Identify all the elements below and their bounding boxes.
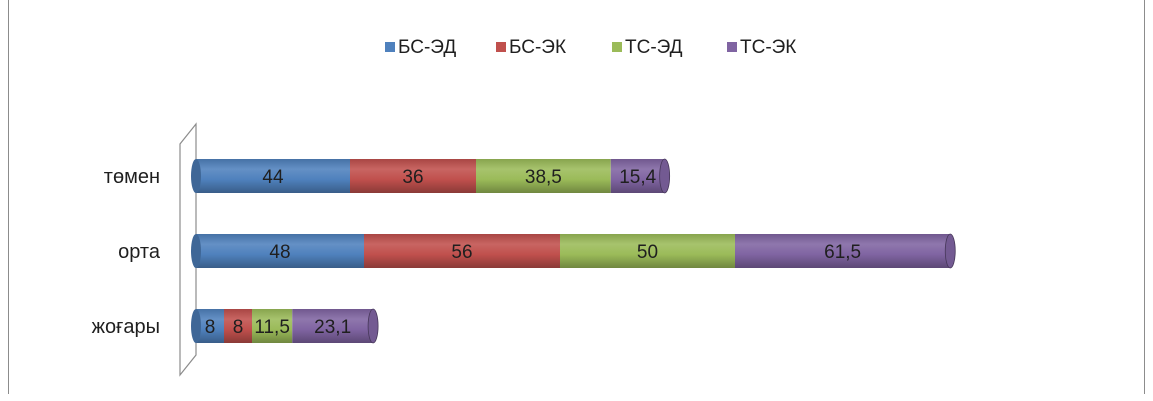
data-label: 23,1 bbox=[314, 317, 351, 338]
legend-label: ТС-ЭК bbox=[740, 37, 796, 58]
bar-segment bbox=[196, 234, 364, 268]
axis-wall bbox=[179, 122, 197, 377]
bar-end-cap bbox=[944, 233, 956, 269]
bar-end-cap bbox=[191, 234, 201, 268]
bar-segment bbox=[292, 309, 374, 343]
data-label: 38,5 bbox=[525, 167, 562, 188]
legend-swatch bbox=[385, 42, 395, 52]
bar-row: 44 36 38,5 15,4 bbox=[191, 158, 671, 194]
data-label: 8 bbox=[205, 317, 216, 338]
legend: БС-ЭД БС-ЭК ТС-ЭД ТС-ЭК bbox=[385, 37, 796, 58]
bar-segment bbox=[610, 159, 665, 193]
legend-swatch bbox=[496, 42, 506, 52]
data-label: 56 bbox=[451, 242, 472, 263]
bar-segment bbox=[735, 234, 951, 268]
bar-end-cap bbox=[191, 159, 201, 193]
category-label: жоғары bbox=[92, 316, 160, 338]
category-label: орта bbox=[118, 241, 161, 263]
data-label: 36 bbox=[402, 167, 423, 188]
data-label: 8 bbox=[233, 317, 244, 338]
bar-segment bbox=[252, 309, 293, 343]
bar-row: 48 56 50 61,5 bbox=[191, 233, 956, 269]
legend-swatch bbox=[612, 42, 622, 52]
bar-segment bbox=[476, 159, 611, 193]
bar-row: 8 8 11,5 23,1 bbox=[191, 308, 379, 344]
bars: 8 8 11,5 23,1 48 56 50 61,5 44 36 38,5 15,4 bbox=[191, 158, 956, 344]
data-label: 50 bbox=[637, 242, 658, 263]
data-label: 11,5 bbox=[254, 317, 290, 338]
chart-wall bbox=[179, 122, 197, 377]
data-label: 44 bbox=[262, 167, 284, 188]
legend-label: БС-ЭД bbox=[398, 37, 456, 58]
data-label: 61,5 bbox=[824, 242, 861, 263]
category-labels: жоғары орта төмен bbox=[92, 166, 161, 338]
bar-segment bbox=[560, 234, 735, 268]
bar-segment bbox=[350, 159, 476, 193]
bar-segment bbox=[196, 159, 350, 193]
legend-label: БС-ЭК bbox=[509, 37, 566, 58]
bar-end-cap bbox=[659, 158, 671, 194]
bar-segment bbox=[364, 234, 560, 268]
legend-swatch bbox=[727, 42, 737, 52]
data-label: 48 bbox=[269, 242, 290, 263]
data-label: 15,4 bbox=[619, 167, 656, 188]
bar-end-cap bbox=[367, 308, 379, 344]
category-label: төмен bbox=[104, 166, 160, 188]
bar-end-cap bbox=[191, 309, 201, 343]
bar-segment bbox=[224, 309, 252, 343]
legend-label: ТС-ЭД bbox=[625, 37, 683, 58]
